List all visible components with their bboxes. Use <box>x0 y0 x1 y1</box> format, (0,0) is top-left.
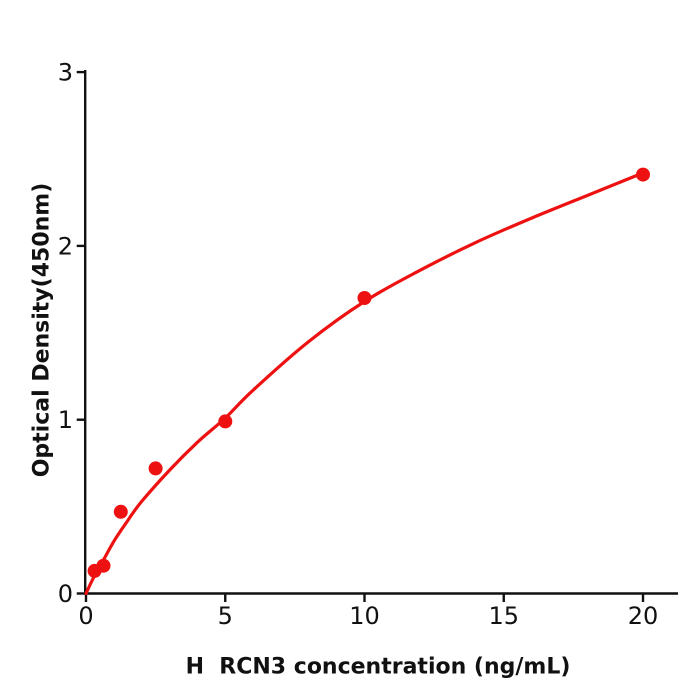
data-point <box>96 558 111 573</box>
y-axis-title: Optical Density(450nm) <box>29 182 55 478</box>
y-tick-label: 3 <box>58 59 73 87</box>
x-tick-label: 0 <box>78 602 93 630</box>
y-tick-label: 0 <box>58 580 73 608</box>
x-tick-label: 15 <box>488 602 519 630</box>
data-point <box>218 414 233 429</box>
x-tick-label: 20 <box>628 602 659 630</box>
x-tick-label: 10 <box>349 602 380 630</box>
x-tick-label: 5 <box>218 602 233 630</box>
y-tick-label: 2 <box>58 232 73 260</box>
data-point <box>636 167 650 182</box>
data-point <box>148 461 163 476</box>
data-point <box>357 291 372 305</box>
data-point <box>113 504 128 519</box>
y-tick-label: 1 <box>58 406 73 434</box>
x-axis-title: H RCN3 concentration (ng/mL) <box>185 654 571 680</box>
fit-curve <box>84 171 645 596</box>
